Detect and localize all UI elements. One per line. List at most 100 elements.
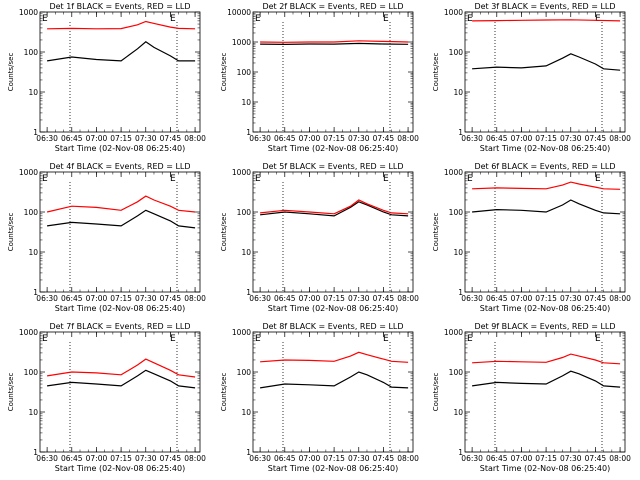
events-series-line xyxy=(472,53,621,71)
x-tick-label: 06:45 xyxy=(274,134,296,143)
x-tick-label: 07:00 xyxy=(86,294,108,303)
x-tick-label: 06:30 xyxy=(36,134,58,143)
x-tick-label: 07:15 xyxy=(110,294,132,303)
x-tick-label: 06:30 xyxy=(36,454,58,463)
y-axis-label: Counts/sec xyxy=(7,53,15,92)
x-tick-label: 06:30 xyxy=(249,294,271,303)
x-tick-label: 08:00 xyxy=(184,454,206,463)
event-marker-label: E xyxy=(255,334,261,344)
x-tick-label: 06:45 xyxy=(274,294,296,303)
event-marker-label: E xyxy=(170,334,176,344)
x-tick-label: 07:00 xyxy=(511,454,533,463)
y-tick-label: 1000 xyxy=(444,328,463,337)
y-axis-label: Counts/sec xyxy=(220,53,228,92)
y-tick-label: 100 xyxy=(24,208,39,217)
y-tick-label: 10 xyxy=(28,248,38,257)
y-tick-label: 10 xyxy=(241,248,251,257)
detector-panel: Det 2f BLACK = Events, RED = LLD 1 10 100 10… xyxy=(220,2,419,153)
x-tick-label: 07:15 xyxy=(323,454,345,463)
x-tick-label: 07:30 xyxy=(135,134,157,143)
panel-title: Det 1f BLACK = Events, RED = LLD xyxy=(49,2,190,11)
lld-series-line xyxy=(472,353,621,365)
event-marker-label: E xyxy=(467,334,473,344)
event-marker-label: E xyxy=(255,14,261,24)
event-marker-label: E xyxy=(595,14,601,24)
panel-title: Det 6f BLACK = Events, RED = LLD xyxy=(474,162,615,171)
event-marker-label: E xyxy=(170,174,176,184)
y-tick-label: 1000 xyxy=(19,8,38,17)
x-tick-label: 06:30 xyxy=(461,134,483,143)
events-series-line xyxy=(47,369,196,389)
detector-panel: Det 1f BLACK = Events, RED = LLD 1 10 100 10… xyxy=(7,2,206,153)
event-marker-label: E xyxy=(42,174,48,184)
x-axis-label: Start Time (02-Nov-08 06:25:40) xyxy=(55,304,185,313)
x-tick-label: 07:00 xyxy=(86,134,108,143)
plot-frame xyxy=(464,11,626,133)
x-tick-label: 06:45 xyxy=(61,454,83,463)
lld-series-line xyxy=(472,19,621,22)
events-series-line xyxy=(260,371,409,389)
event-marker-label: E xyxy=(383,174,389,184)
lld-series-line xyxy=(46,195,196,213)
x-tick-label: 07:45 xyxy=(160,294,182,303)
y-tick-label: 10 xyxy=(453,248,463,257)
y-tick-label: 10 xyxy=(453,88,463,97)
x-axis-label: Start Time (02-Nov-08 06:25:40) xyxy=(480,304,610,313)
events-series-line xyxy=(47,209,196,229)
x-tick-label: 08:00 xyxy=(609,134,631,143)
x-tick-label: 07:45 xyxy=(373,134,395,143)
plot-frame xyxy=(39,171,201,293)
event-marker-label: E xyxy=(42,334,48,344)
x-axis-label: Start Time (02-Nov-08 06:25:40) xyxy=(480,144,610,153)
y-tick-label: 1 xyxy=(33,288,38,297)
y-axis-label: Counts/sec xyxy=(220,213,228,252)
detector-panel: Det 3f BLACK = Events, RED = LLD 1 10 100 10… xyxy=(432,2,631,153)
x-tick-label: 07:15 xyxy=(110,134,132,143)
event-marker-label: E xyxy=(383,14,389,24)
x-tick-label: 06:30 xyxy=(249,454,271,463)
plot-frame xyxy=(39,331,201,453)
event-marker-label: E xyxy=(383,334,389,344)
x-tick-label: 07:45 xyxy=(373,454,395,463)
y-tick-label: 1 xyxy=(33,128,38,137)
detector-panel: Det 7f BLACK = Events, RED = LLD 1 10 100 10… xyxy=(7,322,206,473)
y-tick-label: 1000 xyxy=(444,168,463,177)
plot-frame xyxy=(252,331,414,453)
x-tick-label: 06:30 xyxy=(36,294,58,303)
lld-series-line xyxy=(260,40,409,43)
y-axis-label: Counts/sec xyxy=(7,213,15,252)
lld-series-line xyxy=(47,20,196,30)
x-tick-label: 07:45 xyxy=(373,294,395,303)
x-tick-label: 07:00 xyxy=(511,294,533,303)
event-marker-label: E xyxy=(467,174,473,184)
detector-panel: Det 5f BLACK = Events, RED = LLD 1 10 100 10… xyxy=(220,162,419,313)
x-axis-label: Start Time (02-Nov-08 06:25:40) xyxy=(268,144,398,153)
y-tick-label: 1 xyxy=(458,128,463,137)
detector-panel: Det 9f BLACK = Events, RED = LLD 1 10 100 10… xyxy=(432,322,631,473)
events-series-line xyxy=(260,42,409,46)
x-tick-label: 07:00 xyxy=(299,454,321,463)
x-tick-label: 07:15 xyxy=(323,294,345,303)
events-series-line xyxy=(47,41,196,62)
y-tick-label: 10 xyxy=(28,408,38,417)
y-tick-label: 1000 xyxy=(444,8,463,17)
x-tick-label: 07:15 xyxy=(323,134,345,143)
y-tick-label: 1000 xyxy=(232,38,251,47)
x-tick-label: 07:15 xyxy=(535,294,557,303)
y-tick-label: 1 xyxy=(33,448,38,457)
x-tick-label: 07:30 xyxy=(135,454,157,463)
x-tick-label: 06:45 xyxy=(61,294,83,303)
x-axis-label: Start Time (02-Nov-08 06:25:40) xyxy=(55,464,185,473)
y-tick-label: 10000 xyxy=(227,8,251,17)
lld-series-line xyxy=(260,199,409,215)
x-tick-label: 07:00 xyxy=(511,134,533,143)
x-tick-label: 07:45 xyxy=(585,294,607,303)
y-tick-label: 10 xyxy=(241,408,251,417)
y-tick-label: 100 xyxy=(237,68,252,77)
x-tick-label: 06:30 xyxy=(461,294,483,303)
x-tick-label: 06:45 xyxy=(61,134,83,143)
y-tick-label: 10 xyxy=(241,98,251,107)
y-tick-label: 1000 xyxy=(232,328,251,337)
panel-title: Det 8f BLACK = Events, RED = LLD xyxy=(262,322,403,331)
y-tick-label: 100 xyxy=(449,48,464,57)
